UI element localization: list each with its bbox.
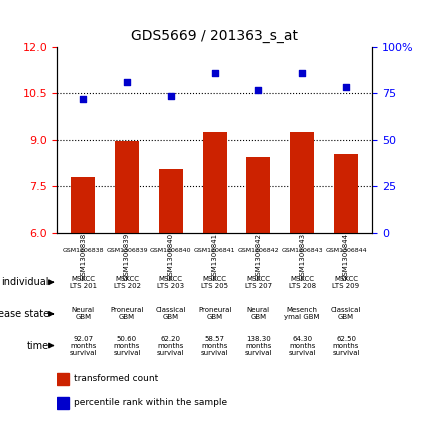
Text: MSKCC
LTS 208: MSKCC LTS 208 bbox=[289, 276, 316, 289]
Bar bbox=[202, 132, 227, 233]
Text: GSM1306840: GSM1306840 bbox=[150, 248, 191, 253]
Text: GSM1306838: GSM1306838 bbox=[63, 248, 104, 253]
Text: Neural
GBM: Neural GBM bbox=[247, 308, 270, 320]
Text: 50.60
months
survival: 50.60 months survival bbox=[113, 335, 141, 355]
Text: GSM1306839: GSM1306839 bbox=[106, 248, 148, 253]
Point bbox=[167, 93, 174, 99]
Text: Classical
GBM: Classical GBM bbox=[331, 308, 361, 320]
Title: GDS5669 / 201363_s_at: GDS5669 / 201363_s_at bbox=[131, 29, 298, 43]
Text: transformed count: transformed count bbox=[74, 374, 158, 383]
Point bbox=[343, 83, 350, 90]
Text: MSKCC
LTS 203: MSKCC LTS 203 bbox=[157, 276, 184, 289]
Bar bbox=[115, 141, 139, 233]
Text: 64.30
months
survival: 64.30 months survival bbox=[289, 335, 316, 355]
Text: Classical
GBM: Classical GBM bbox=[155, 308, 186, 320]
Text: time: time bbox=[27, 341, 49, 351]
Text: MSKCC
LTS 201: MSKCC LTS 201 bbox=[70, 276, 97, 289]
Bar bbox=[159, 169, 183, 233]
Text: disease state: disease state bbox=[0, 309, 49, 319]
Text: Neural
GBM: Neural GBM bbox=[72, 308, 95, 320]
Point bbox=[80, 96, 87, 103]
Point bbox=[124, 79, 131, 85]
Text: MSKCC
LTS 207: MSKCC LTS 207 bbox=[245, 276, 272, 289]
Text: GSM1306842: GSM1306842 bbox=[237, 248, 279, 253]
Text: 92.07
months
survival: 92.07 months survival bbox=[70, 335, 97, 355]
Text: individual: individual bbox=[1, 277, 49, 287]
Bar bbox=[71, 177, 95, 233]
Text: 62.50
months
survival: 62.50 months survival bbox=[332, 335, 360, 355]
Text: Proneural
GBM: Proneural GBM bbox=[110, 308, 144, 320]
Bar bbox=[246, 157, 271, 233]
Bar bbox=[334, 154, 358, 233]
Point bbox=[255, 87, 262, 93]
Point bbox=[299, 69, 306, 76]
Bar bbox=[290, 132, 314, 233]
Text: MSKCC
LTS 205: MSKCC LTS 205 bbox=[201, 276, 228, 289]
Text: 58.57
months
survival: 58.57 months survival bbox=[201, 335, 228, 355]
Text: GSM1306844: GSM1306844 bbox=[325, 248, 367, 253]
Text: MSKCC
LTS 202: MSKCC LTS 202 bbox=[113, 276, 141, 289]
Text: percentile rank within the sample: percentile rank within the sample bbox=[74, 398, 227, 407]
Point bbox=[211, 69, 218, 76]
Bar bbox=[57, 397, 69, 409]
Text: GSM1306841: GSM1306841 bbox=[194, 248, 235, 253]
Text: GSM1306843: GSM1306843 bbox=[281, 248, 323, 253]
Text: 62.20
months
survival: 62.20 months survival bbox=[157, 335, 184, 355]
Text: Proneural
GBM: Proneural GBM bbox=[198, 308, 231, 320]
Text: MSKCC
LTS 209: MSKCC LTS 209 bbox=[332, 276, 360, 289]
Text: Mesench
ymal GBM: Mesench ymal GBM bbox=[284, 308, 320, 320]
Text: 138.30
months
survival: 138.30 months survival bbox=[245, 335, 272, 355]
Bar bbox=[57, 373, 69, 385]
